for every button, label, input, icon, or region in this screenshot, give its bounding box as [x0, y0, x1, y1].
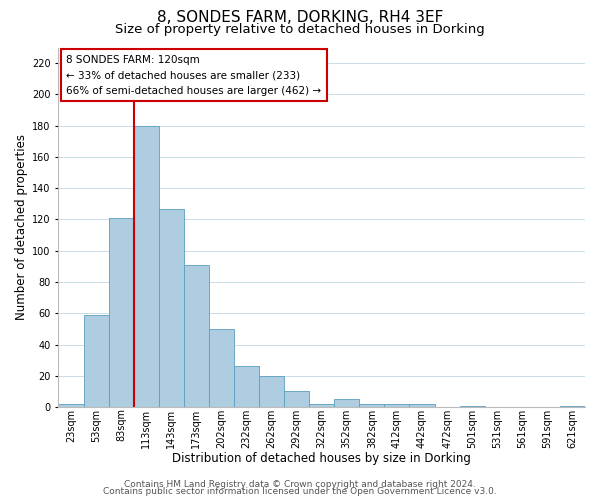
Bar	[159, 208, 184, 407]
Bar	[83, 315, 109, 407]
Bar	[234, 366, 259, 407]
Text: Contains public sector information licensed under the Open Government Licence v3: Contains public sector information licen…	[103, 487, 497, 496]
X-axis label: Distribution of detached houses by size in Dorking: Distribution of detached houses by size …	[172, 452, 471, 465]
Text: Size of property relative to detached houses in Dorking: Size of property relative to detached ho…	[115, 22, 485, 36]
Bar	[134, 126, 159, 407]
Bar	[460, 406, 485, 407]
Bar	[334, 400, 359, 407]
Bar	[284, 392, 309, 407]
Y-axis label: Number of detached properties: Number of detached properties	[15, 134, 28, 320]
Bar	[58, 404, 83, 407]
Bar	[409, 404, 434, 407]
Bar	[309, 404, 334, 407]
Bar	[209, 329, 234, 407]
Text: 8, SONDES FARM, DORKING, RH4 3EF: 8, SONDES FARM, DORKING, RH4 3EF	[157, 10, 443, 25]
Bar	[259, 376, 284, 407]
Bar	[109, 218, 134, 407]
Bar	[560, 406, 585, 407]
Text: 8 SONDES FARM: 120sqm
← 33% of detached houses are smaller (233)
66% of semi-det: 8 SONDES FARM: 120sqm ← 33% of detached …	[67, 54, 322, 96]
Bar	[359, 404, 385, 407]
Bar	[385, 404, 409, 407]
Text: Contains HM Land Registry data © Crown copyright and database right 2024.: Contains HM Land Registry data © Crown c…	[124, 480, 476, 489]
Bar	[184, 265, 209, 407]
